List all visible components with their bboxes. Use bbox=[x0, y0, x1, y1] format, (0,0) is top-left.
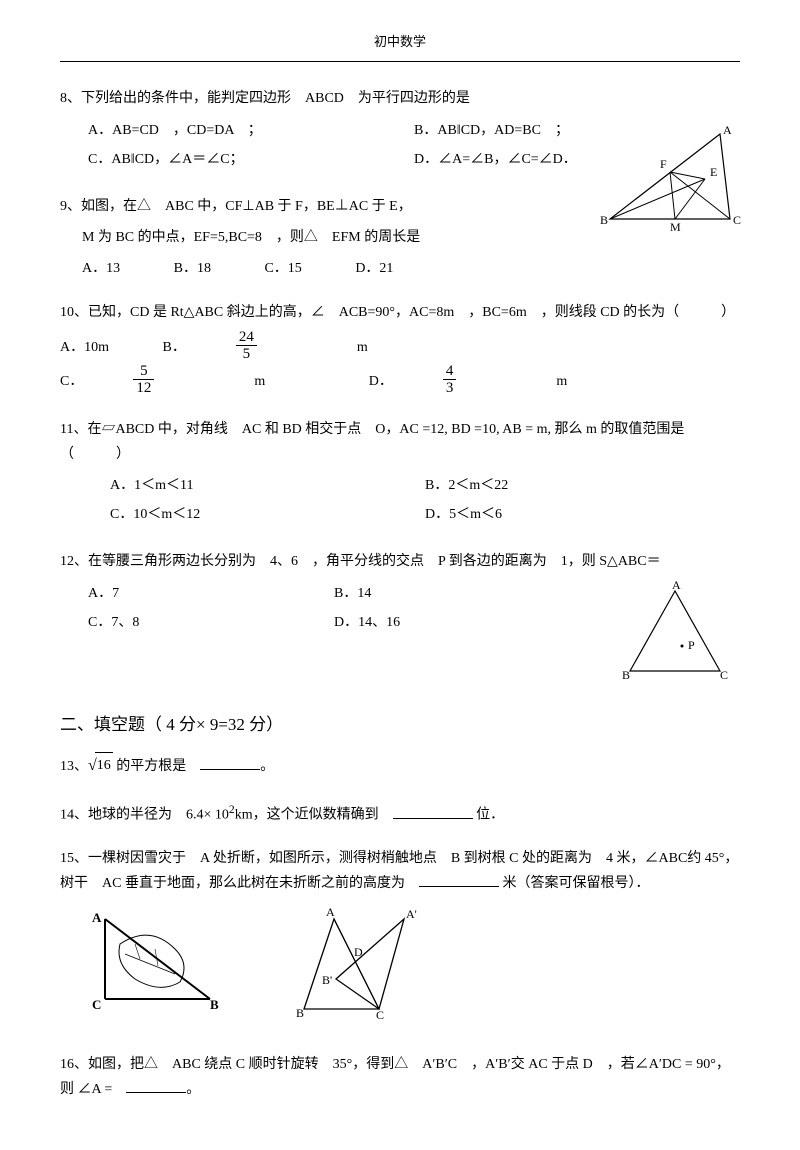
q8-opt-a: A．AB=CD ，CD=DA ； bbox=[88, 118, 414, 143]
question-10: 10、已知，CD 是 Rt△ABC 斜边上的高，∠ ACB=90°，AC=8m … bbox=[60, 300, 740, 399]
question-14: 14、地球的半径为 6.4× 102km，这个近似数精确到 位． bbox=[60, 799, 740, 828]
q11-opt-a: A．1＜m＜11 bbox=[110, 473, 425, 498]
q12-opt-a: A．7 bbox=[88, 581, 334, 606]
q14-blank bbox=[393, 805, 473, 819]
svg-text:C: C bbox=[733, 213, 741, 227]
svg-text:A: A bbox=[672, 581, 681, 592]
q10-opt-d: D．43m bbox=[369, 365, 618, 399]
header-rule bbox=[60, 61, 740, 62]
q12-opt-d: D．14、16 bbox=[334, 610, 580, 635]
q9-figure: A B C E F M bbox=[590, 124, 750, 243]
question-16: 16、如图，把△ ABC 绕点 C 顺时针旋转 35°，得到△ A′B′C ，A… bbox=[60, 1052, 740, 1102]
q12-figure: A B C P bbox=[610, 581, 740, 690]
q15-figure-tree: A B C bbox=[80, 904, 230, 1023]
svg-text:A: A bbox=[723, 124, 732, 137]
q12-opt-c: C．7、8 bbox=[88, 610, 334, 635]
svg-text:M: M bbox=[670, 220, 681, 234]
svg-text:A: A bbox=[92, 910, 102, 925]
svg-text:C: C bbox=[720, 668, 728, 681]
question-11: 11、在▱ABCD 中，对角线 AC 和 BD 相交于点 O，AC =12, B… bbox=[60, 417, 740, 532]
section-2-title: 二、填空题（ 4 分× 9=32 分） bbox=[60, 710, 740, 741]
question-9: A B C E F M 9、如图，在△ ABC 中，CF⊥AB 于 F，BE⊥A… bbox=[60, 194, 740, 282]
q8-opt-c: C．AB‖CD，∠A＝∠C； bbox=[88, 147, 414, 172]
svg-text:A: A bbox=[326, 905, 335, 919]
q11-text: 11、在▱ABCD 中，对角线 AC 和 BD 相交于点 O，AC =12, B… bbox=[60, 417, 740, 467]
svg-text:F: F bbox=[660, 157, 667, 171]
q15-blank bbox=[419, 873, 499, 887]
page-header: 初中数学 bbox=[60, 30, 740, 53]
q10-opt-a: A．10m bbox=[60, 335, 109, 360]
q8-text: 8、下列给出的条件中，能判定四边形 ABCD 为平行四边形的是 bbox=[60, 86, 740, 111]
svg-text:C: C bbox=[92, 997, 101, 1012]
svg-text:B: B bbox=[622, 668, 630, 681]
question-12: 12、在等腰三角形两边长分别为 4、6 ，角平分线的交点 P 到各边的距离为 1… bbox=[60, 549, 740, 689]
q9-opt-c: C．15 bbox=[264, 256, 301, 281]
svg-text:B: B bbox=[210, 997, 219, 1012]
question-15: 15、一棵树因雪灾于 A 处折断，如图所示，测得树梢触地点 B 到树根 C 处的… bbox=[60, 846, 740, 1034]
svg-text:D: D bbox=[354, 945, 363, 959]
svg-text:B': B' bbox=[322, 973, 332, 987]
question-13: 13、√16 的平方根是 。 bbox=[60, 752, 740, 781]
q11-opt-c: C．10＜m＜12 bbox=[110, 502, 425, 527]
svg-text:P: P bbox=[688, 638, 695, 652]
svg-text:C: C bbox=[376, 1008, 384, 1022]
q9-opt-b: B．18 bbox=[174, 256, 211, 281]
q13-blank bbox=[200, 756, 260, 770]
q9-opt-a: A．13 bbox=[82, 256, 120, 281]
q10-text: 10、已知，CD 是 Rt△ABC 斜边上的高，∠ ACB=90°，AC=8m … bbox=[60, 300, 740, 325]
q10-opt-c: C．512m bbox=[60, 365, 315, 399]
q9-opt-d: D．21 bbox=[355, 256, 393, 281]
q16-blank bbox=[126, 1079, 186, 1093]
q10-opt-b: B．245 m bbox=[163, 331, 418, 365]
q16-figure-rotation: A B C A' B' D bbox=[274, 904, 434, 1033]
svg-text:B: B bbox=[296, 1006, 304, 1020]
svg-text:E: E bbox=[710, 165, 717, 179]
q11-opt-d: D．5＜m＜6 bbox=[425, 502, 740, 527]
q12-opt-b: B．14 bbox=[334, 581, 580, 606]
svg-text:B: B bbox=[600, 213, 608, 227]
svg-text:A': A' bbox=[406, 907, 417, 921]
q11-opt-b: B．2＜m＜22 bbox=[425, 473, 740, 498]
q12-text: 12、在等腰三角形两边长分别为 4、6 ，角平分线的交点 P 到各边的距离为 1… bbox=[60, 549, 740, 574]
